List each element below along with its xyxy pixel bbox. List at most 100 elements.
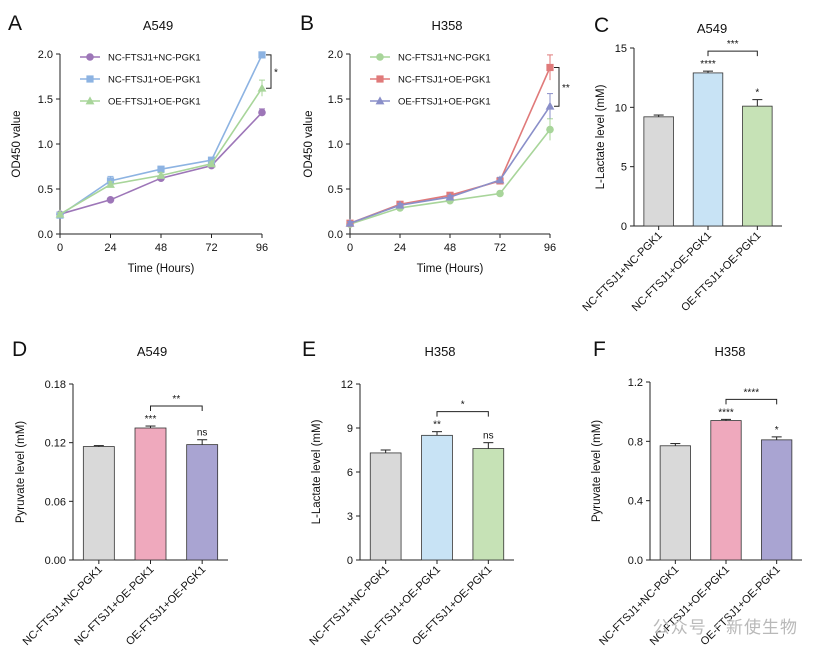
data-point xyxy=(86,53,94,61)
y-tick-label: 1.2 xyxy=(628,377,643,389)
y-tick-label: 1.0 xyxy=(38,139,53,151)
chart-title: A549 xyxy=(143,18,173,33)
legend-label: NC-FTSJ1+NC-PGK1 xyxy=(398,53,491,64)
y-tick-label: 1.0 xyxy=(328,139,343,151)
chart-title: H358 xyxy=(431,18,462,33)
data-point xyxy=(345,218,355,227)
data-point xyxy=(85,96,95,105)
panel-label: E xyxy=(302,338,316,361)
data-point xyxy=(257,83,267,92)
y-tick-label: 9 xyxy=(347,423,353,435)
data-point xyxy=(546,63,554,72)
y-tick-label: 0.0 xyxy=(628,555,643,567)
x-tick-label: 48 xyxy=(444,242,456,254)
x-axis-label: Time (Hours) xyxy=(417,263,484,275)
bar-significance-label: ** xyxy=(433,420,441,431)
data-point xyxy=(86,75,94,83)
x-tick-label: 72 xyxy=(205,242,217,254)
bar xyxy=(710,420,742,561)
x-tick-label: 24 xyxy=(104,242,116,254)
panel-label: C xyxy=(594,14,609,37)
data-point xyxy=(546,125,554,134)
y-tick-label: 0 xyxy=(621,221,627,233)
y-tick-label: 0.0 xyxy=(38,229,53,241)
data-point xyxy=(157,165,165,173)
significance-label: *** xyxy=(727,39,739,50)
data-point xyxy=(495,175,505,184)
y-axis-label: OD450 value xyxy=(303,110,315,177)
data-point xyxy=(258,51,266,59)
y-tick-label: 0.00 xyxy=(45,555,66,567)
y-tick-label: 2.0 xyxy=(38,49,53,61)
y-tick-label: 0.4 xyxy=(628,496,643,508)
y-tick-label: 12 xyxy=(341,379,353,391)
x-tick-label: 0 xyxy=(347,242,353,254)
panel-a: 0.0 0.5 1.0 1.5 2.0 A A549 OD450 value 0 24 48 72 96… xyxy=(8,12,278,275)
y-tick-label: 0.8 xyxy=(628,436,643,448)
y-tick-label: 0.18 xyxy=(45,379,66,391)
y-tick-label: 6 xyxy=(347,467,353,479)
data-point xyxy=(496,189,504,198)
panel-label: D xyxy=(12,338,27,361)
significance-label: **** xyxy=(744,387,760,398)
y-axis-label: Pyruvate level (mM) xyxy=(15,421,27,523)
legend-label: NC-FTSJ1+OE-PGK1 xyxy=(398,75,491,86)
bar xyxy=(659,445,691,561)
y-tick-label: 0.5 xyxy=(328,184,343,196)
data-point xyxy=(545,101,555,110)
data-point xyxy=(395,200,405,209)
x-tick-label: 96 xyxy=(256,242,268,254)
x-axis-label: Time (Hours) xyxy=(128,263,195,275)
y-tick-label: 10 xyxy=(615,102,627,114)
x-tick-label: 0 xyxy=(57,242,63,254)
panel-label: B xyxy=(300,12,314,35)
y-tick-label: 1.5 xyxy=(38,94,53,106)
bar xyxy=(82,446,115,561)
bar xyxy=(186,444,219,561)
bar-significance-label: ns xyxy=(483,431,494,442)
data-point xyxy=(156,170,166,179)
significance-label: * xyxy=(461,400,465,411)
series-line xyxy=(349,129,551,225)
bar-significance-label: * xyxy=(775,425,779,436)
bar xyxy=(742,105,773,227)
chart-title: A549 xyxy=(697,21,727,36)
data-point xyxy=(376,75,384,83)
chart-title: H358 xyxy=(714,344,745,359)
y-tick-label: 0.5 xyxy=(38,184,53,196)
panel-c: 0 5 10 15 C A549 L-Lactate level (mM) NC-FTSJ1+… xyxy=(580,14,782,314)
bar-significance-label: *** xyxy=(145,414,157,425)
bar xyxy=(472,448,505,561)
data-point xyxy=(445,192,455,201)
y-tick-label: 0.12 xyxy=(45,438,66,450)
bar xyxy=(134,427,167,561)
bar-significance-label: **** xyxy=(700,59,716,70)
significance-bracket xyxy=(725,398,778,405)
data-point xyxy=(375,96,385,105)
significance-bracket xyxy=(150,405,203,412)
significance-label: * xyxy=(274,68,278,79)
y-axis-label: OD450 value xyxy=(11,110,23,177)
y-axis-label: Pyruvate level (mM) xyxy=(591,420,603,522)
data-point xyxy=(258,108,266,117)
significance-bracket xyxy=(554,67,560,107)
panel-b: 0.0 0.5 1.0 1.5 2.0 B H358 OD450 value 0 24 48 72 96… xyxy=(300,12,570,275)
chart-title: A549 xyxy=(137,344,167,359)
data-point xyxy=(376,53,384,61)
y-tick-label: 5 xyxy=(621,162,627,174)
significance-bracket xyxy=(707,50,758,57)
x-tick-label: 48 xyxy=(155,242,167,254)
watermark: 公众号 · 新使生物 xyxy=(652,618,798,638)
legend-label: OE-FTSJ1+OE-PGK1 xyxy=(398,97,491,108)
bar xyxy=(421,434,453,561)
bar xyxy=(369,452,402,561)
x-tick-label: 72 xyxy=(494,242,506,254)
y-axis-label: L-Lactate level (mM) xyxy=(311,419,323,524)
significance-label: ** xyxy=(562,83,570,94)
bar xyxy=(643,116,674,227)
panel-label: A xyxy=(8,12,22,35)
data-point xyxy=(207,159,216,168)
